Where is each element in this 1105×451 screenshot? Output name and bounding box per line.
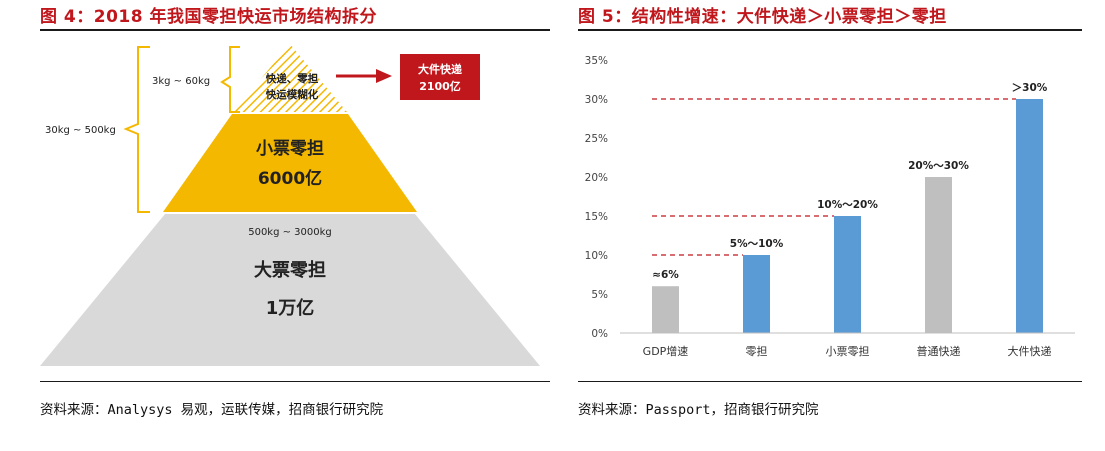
reference-lines bbox=[652, 98, 1016, 256]
callout-line1: 大件快递 bbox=[418, 62, 462, 76]
callout-arrow-head bbox=[376, 69, 392, 83]
top-tier-label-line2: 快运模糊化 bbox=[265, 88, 319, 101]
figure5-title-rule bbox=[578, 29, 1082, 31]
data-label: ≈6% bbox=[652, 269, 679, 281]
figure5-source: 资料来源：Passport，招商银行研究院 bbox=[578, 402, 819, 418]
y-tick-label: 5% bbox=[591, 289, 608, 301]
x-tick-label: 大件快递 bbox=[1008, 344, 1052, 358]
data-labels: ≈6% 5%～10% 10%～20% 20%～30% ＞30% bbox=[652, 82, 1048, 281]
x-tick-label: 小票零担 bbox=[826, 344, 870, 358]
bar bbox=[925, 177, 952, 333]
x-axis-ticks: GDP增速 零担 小票零担 普通快递 大件快递 bbox=[643, 344, 1052, 358]
y-axis-ticks: 0% 5% 10% 15% 20% 25% 30% 35% bbox=[585, 55, 608, 340]
bottom-tier-value: 1万亿 bbox=[266, 297, 315, 319]
data-label: 5%～10% bbox=[730, 238, 784, 250]
pyramid-tier-middle bbox=[163, 114, 417, 212]
bars bbox=[652, 99, 1043, 333]
bottom-weight-label: 500kg ~ 3000kg bbox=[248, 227, 332, 238]
figure4-title-rule bbox=[40, 29, 550, 31]
y-tick-label: 35% bbox=[585, 55, 608, 67]
bar bbox=[743, 255, 770, 333]
top-tier-label-line1: 快递、零担 bbox=[265, 72, 319, 85]
pyramid-tier-bottom bbox=[40, 214, 540, 366]
callout-line2: 2100亿 bbox=[419, 79, 461, 93]
bar bbox=[834, 216, 861, 333]
figure4-bottom-rule bbox=[40, 381, 550, 382]
y-tick-label: 10% bbox=[585, 250, 608, 262]
figure4-source: 资料来源：Analysys 易观，运联传媒，招商银行研究院 bbox=[40, 402, 384, 418]
y-tick-label: 30% bbox=[585, 94, 608, 106]
x-tick-label: 普通快递 bbox=[917, 344, 961, 358]
inner-weight-bracket bbox=[220, 46, 240, 113]
data-label: 20%～30% bbox=[908, 160, 969, 172]
y-tick-label: 15% bbox=[585, 211, 608, 223]
y-tick-label: 0% bbox=[591, 328, 608, 340]
y-tick-label: 25% bbox=[585, 133, 608, 145]
figure4-title: 图 4：2018 年我国零担快运市场结构拆分 bbox=[40, 7, 377, 27]
outer-weight-label: 30kg ~ 500kg bbox=[45, 125, 116, 136]
x-tick-label: 零担 bbox=[746, 344, 768, 358]
figure5-title: 图 5：结构性增速：大件快递＞小票零担＞零担 bbox=[578, 7, 947, 27]
data-label: 10%～20% bbox=[817, 199, 878, 211]
bar bbox=[1016, 99, 1043, 333]
x-tick-label: GDP增速 bbox=[643, 344, 689, 358]
y-tick-label: 20% bbox=[585, 172, 608, 184]
growth-bar-chart: 0% 5% 10% 15% 20% 25% 30% 35% GDP增速 零担 小票零担 普通快递 大件… bbox=[585, 55, 1075, 358]
inner-weight-label: 3kg ~ 60kg bbox=[152, 76, 210, 87]
middle-tier-name: 小票零担 bbox=[256, 139, 324, 159]
outer-weight-bracket bbox=[123, 46, 150, 213]
bottom-tier-name: 大票零担 bbox=[254, 259, 326, 281]
large-parcel-callout bbox=[400, 54, 480, 100]
pyramid-tier-top bbox=[233, 44, 347, 112]
data-label: ＞30% bbox=[1012, 82, 1048, 94]
middle-tier-value: 6000亿 bbox=[258, 168, 322, 189]
market-structure-pyramid: 30kg ~ 500kg 3kg ~ 60kg 快递、零担 快运模糊化 小票零担… bbox=[40, 44, 540, 366]
figure5-bottom-rule bbox=[578, 381, 1082, 382]
bar bbox=[652, 286, 679, 333]
